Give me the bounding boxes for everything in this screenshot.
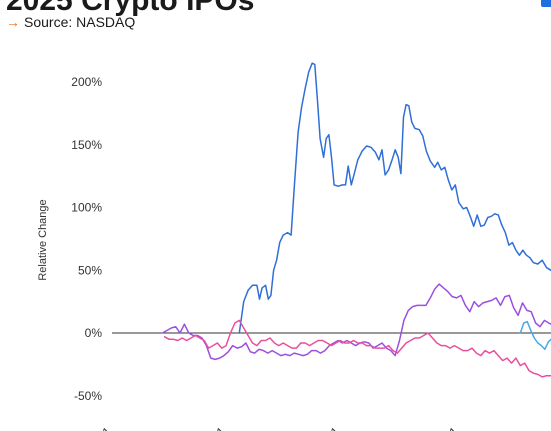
y-axis-ticks: 200% 150% 100% 50% 0% -50% <box>71 75 102 403</box>
series-line-4 <box>519 320 551 351</box>
series-lines <box>161 62 551 378</box>
x-tick-label: 01 <box>442 424 462 431</box>
arrow-right-icon: → <box>6 14 20 30</box>
chart-title: 2025 Crypto IPOs <box>6 0 255 17</box>
y-tick-label: -50% <box>74 389 102 403</box>
y-tick-label: 50% <box>78 263 102 277</box>
x-tick-label: 01 <box>209 424 229 431</box>
series-line-1 <box>238 62 551 334</box>
x-tick-label: 01 <box>95 424 115 431</box>
source-text: Source: NASDAQ <box>24 14 136 30</box>
y-tick-label: 200% <box>71 75 102 89</box>
series-line-3 <box>163 319 551 378</box>
y-tick-label: 100% <box>71 201 102 215</box>
series-line-2 <box>161 283 551 361</box>
source-note: → Source: NASDAQ <box>6 14 135 30</box>
y-tick-label: 0% <box>85 326 103 340</box>
y-tick-label: 150% <box>71 138 102 152</box>
y-axis-title: Relative Change <box>37 199 49 280</box>
x-tick-label: 01 <box>323 424 343 431</box>
legend-chip <box>541 0 551 7</box>
x-axis-ticks: 01 01 01 01 <box>95 424 461 431</box>
